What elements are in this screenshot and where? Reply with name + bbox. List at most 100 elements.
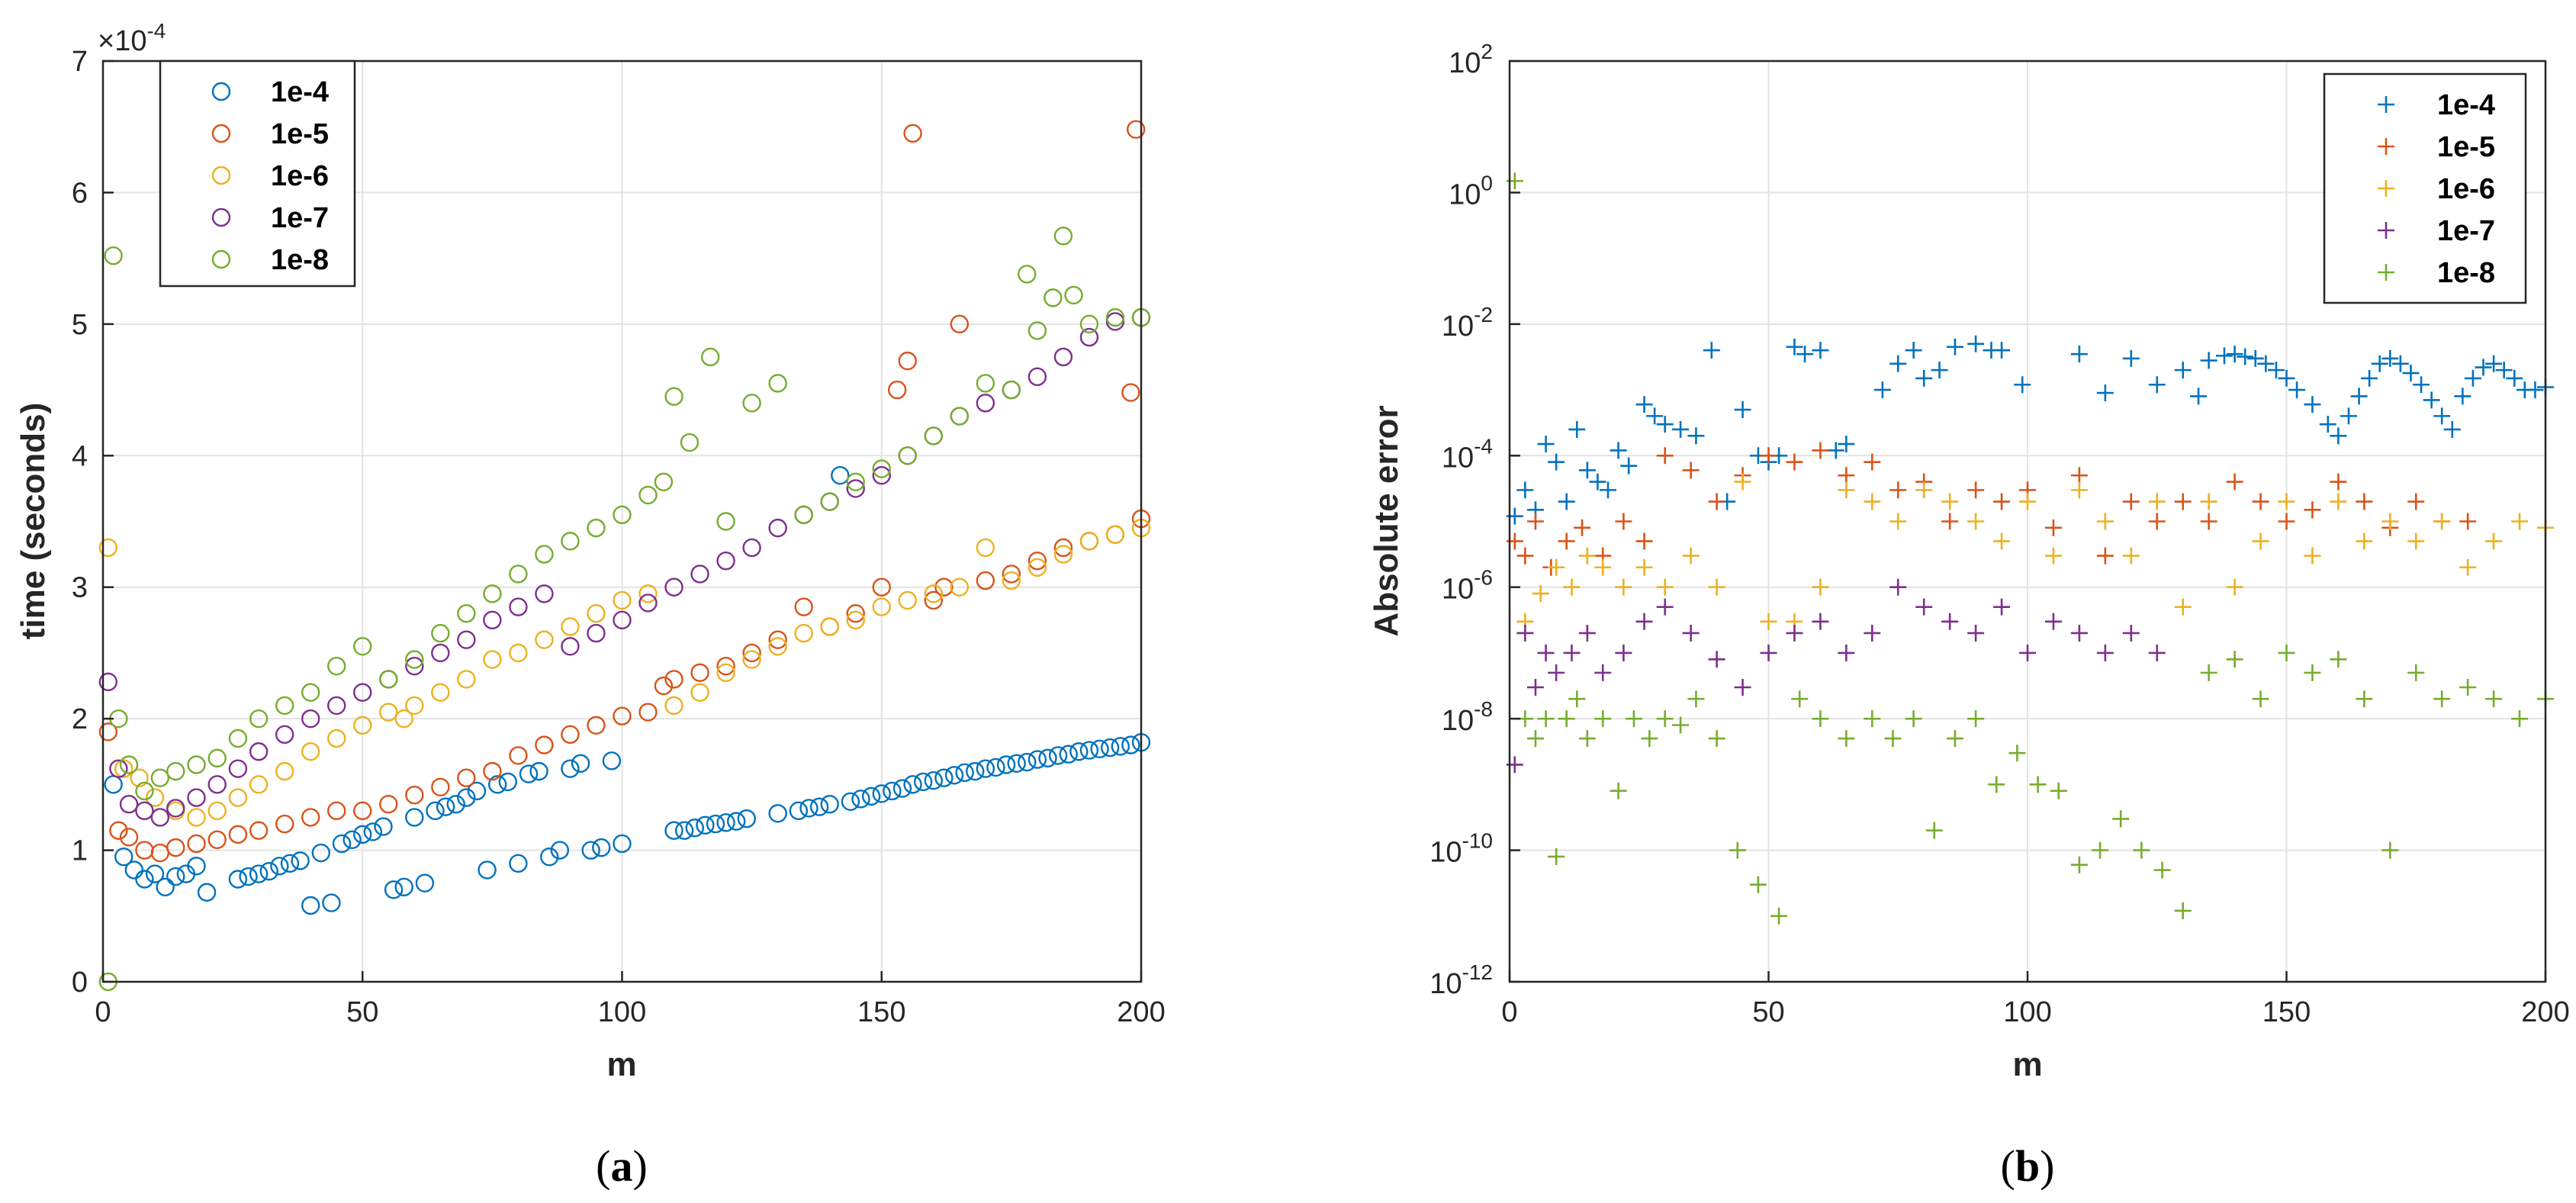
data-point [2381,513,2399,530]
data-point [353,716,372,735]
data-point [379,795,398,814]
data-point [374,817,393,836]
legend-label: 1e-5 [2437,131,2495,163]
data-point [2443,420,2461,438]
data-point [1028,552,1047,571]
data-point [820,617,839,636]
data-point [2459,679,2477,696]
data-point [1558,532,1575,550]
data-point [1905,342,1922,359]
data-point [700,347,720,367]
data-point [2278,493,2295,510]
data-point [301,742,320,761]
data-point [535,630,554,649]
data-point [98,722,118,741]
data-point [207,801,227,821]
data-point [1537,644,1555,661]
panel-b-y-tick-label: 100 [1449,171,1493,211]
data-point [1967,513,1985,530]
data-point [924,426,944,445]
data-point [415,873,435,893]
data-point [2226,578,2243,596]
data-point [2330,651,2347,668]
data-point [1028,321,1047,340]
data-point [2407,664,2425,681]
data-point [685,819,704,838]
series-1e-6 [98,518,1151,827]
legend-marker-1e-8 [211,249,231,269]
panel-a-x-tick-label: 50 [346,996,378,1028]
data-point [2133,841,2150,859]
data-point [1729,841,1746,859]
data-point [1988,776,2005,793]
data-point [1656,578,1674,596]
data-point [768,630,787,649]
data-point [1941,513,1959,530]
data-point [1568,690,1586,708]
data-point [2381,841,2399,859]
panel-b-y-tick-label: 10-4 [1442,434,1493,474]
data-point [275,814,294,834]
data-point [509,565,528,584]
data-point [1079,327,1099,347]
data-point [1864,710,1881,728]
panel-b-x-tick-label: 50 [1752,996,1784,1028]
data-point [986,758,1005,777]
data-point [1625,710,1642,728]
data-point [2378,180,2394,197]
data-point [2350,388,2368,405]
data-point [119,755,139,774]
data-point [135,781,154,801]
data-point [1708,730,1725,748]
data-point [529,761,548,781]
data-point [794,623,813,643]
data-point [1687,427,1705,445]
data-point [638,593,658,613]
data-point [2226,346,2243,363]
data-point [1018,752,1037,772]
series-1e-6 [1516,473,2554,630]
data-point [768,374,787,393]
data-point [924,590,944,610]
data-point [2407,532,2425,550]
data-point [207,830,227,849]
data-point [1053,545,1073,564]
data-point [1734,679,1751,696]
data-point [1635,396,1653,413]
data-point [602,751,622,770]
data-point [1749,876,1767,893]
data-point [613,505,632,525]
data-point [166,867,185,886]
panel-a-y-exponent: ×10-4 [98,19,166,57]
data-point [1589,473,1606,491]
legend-label: 1e-6 [2437,173,2495,205]
data-point [716,663,735,682]
data-point [2278,513,2295,530]
data-point [581,841,600,860]
data-point [976,759,995,778]
data-point [2495,362,2513,379]
legend-marker-1e-6 [2378,180,2394,197]
data-point [1838,644,1855,661]
data-point [1646,407,1664,425]
data-point [924,770,944,790]
data-point [1064,285,1083,305]
data-point [664,387,683,406]
data-point [1053,538,1073,558]
data-point [561,725,580,745]
data-point [799,799,818,818]
data-point [2122,624,2140,642]
data-point [1884,730,1902,748]
data-point [353,825,372,844]
data-point [1915,598,1933,616]
data-point [119,795,139,814]
data-point [1620,457,1638,474]
data-point [950,577,970,597]
data-point [426,801,445,821]
data-point [1760,613,1777,630]
data-point [1028,367,1047,387]
data-point [2237,348,2254,365]
data-point [1079,741,1099,760]
data-point [519,764,539,783]
data-point [457,788,476,807]
